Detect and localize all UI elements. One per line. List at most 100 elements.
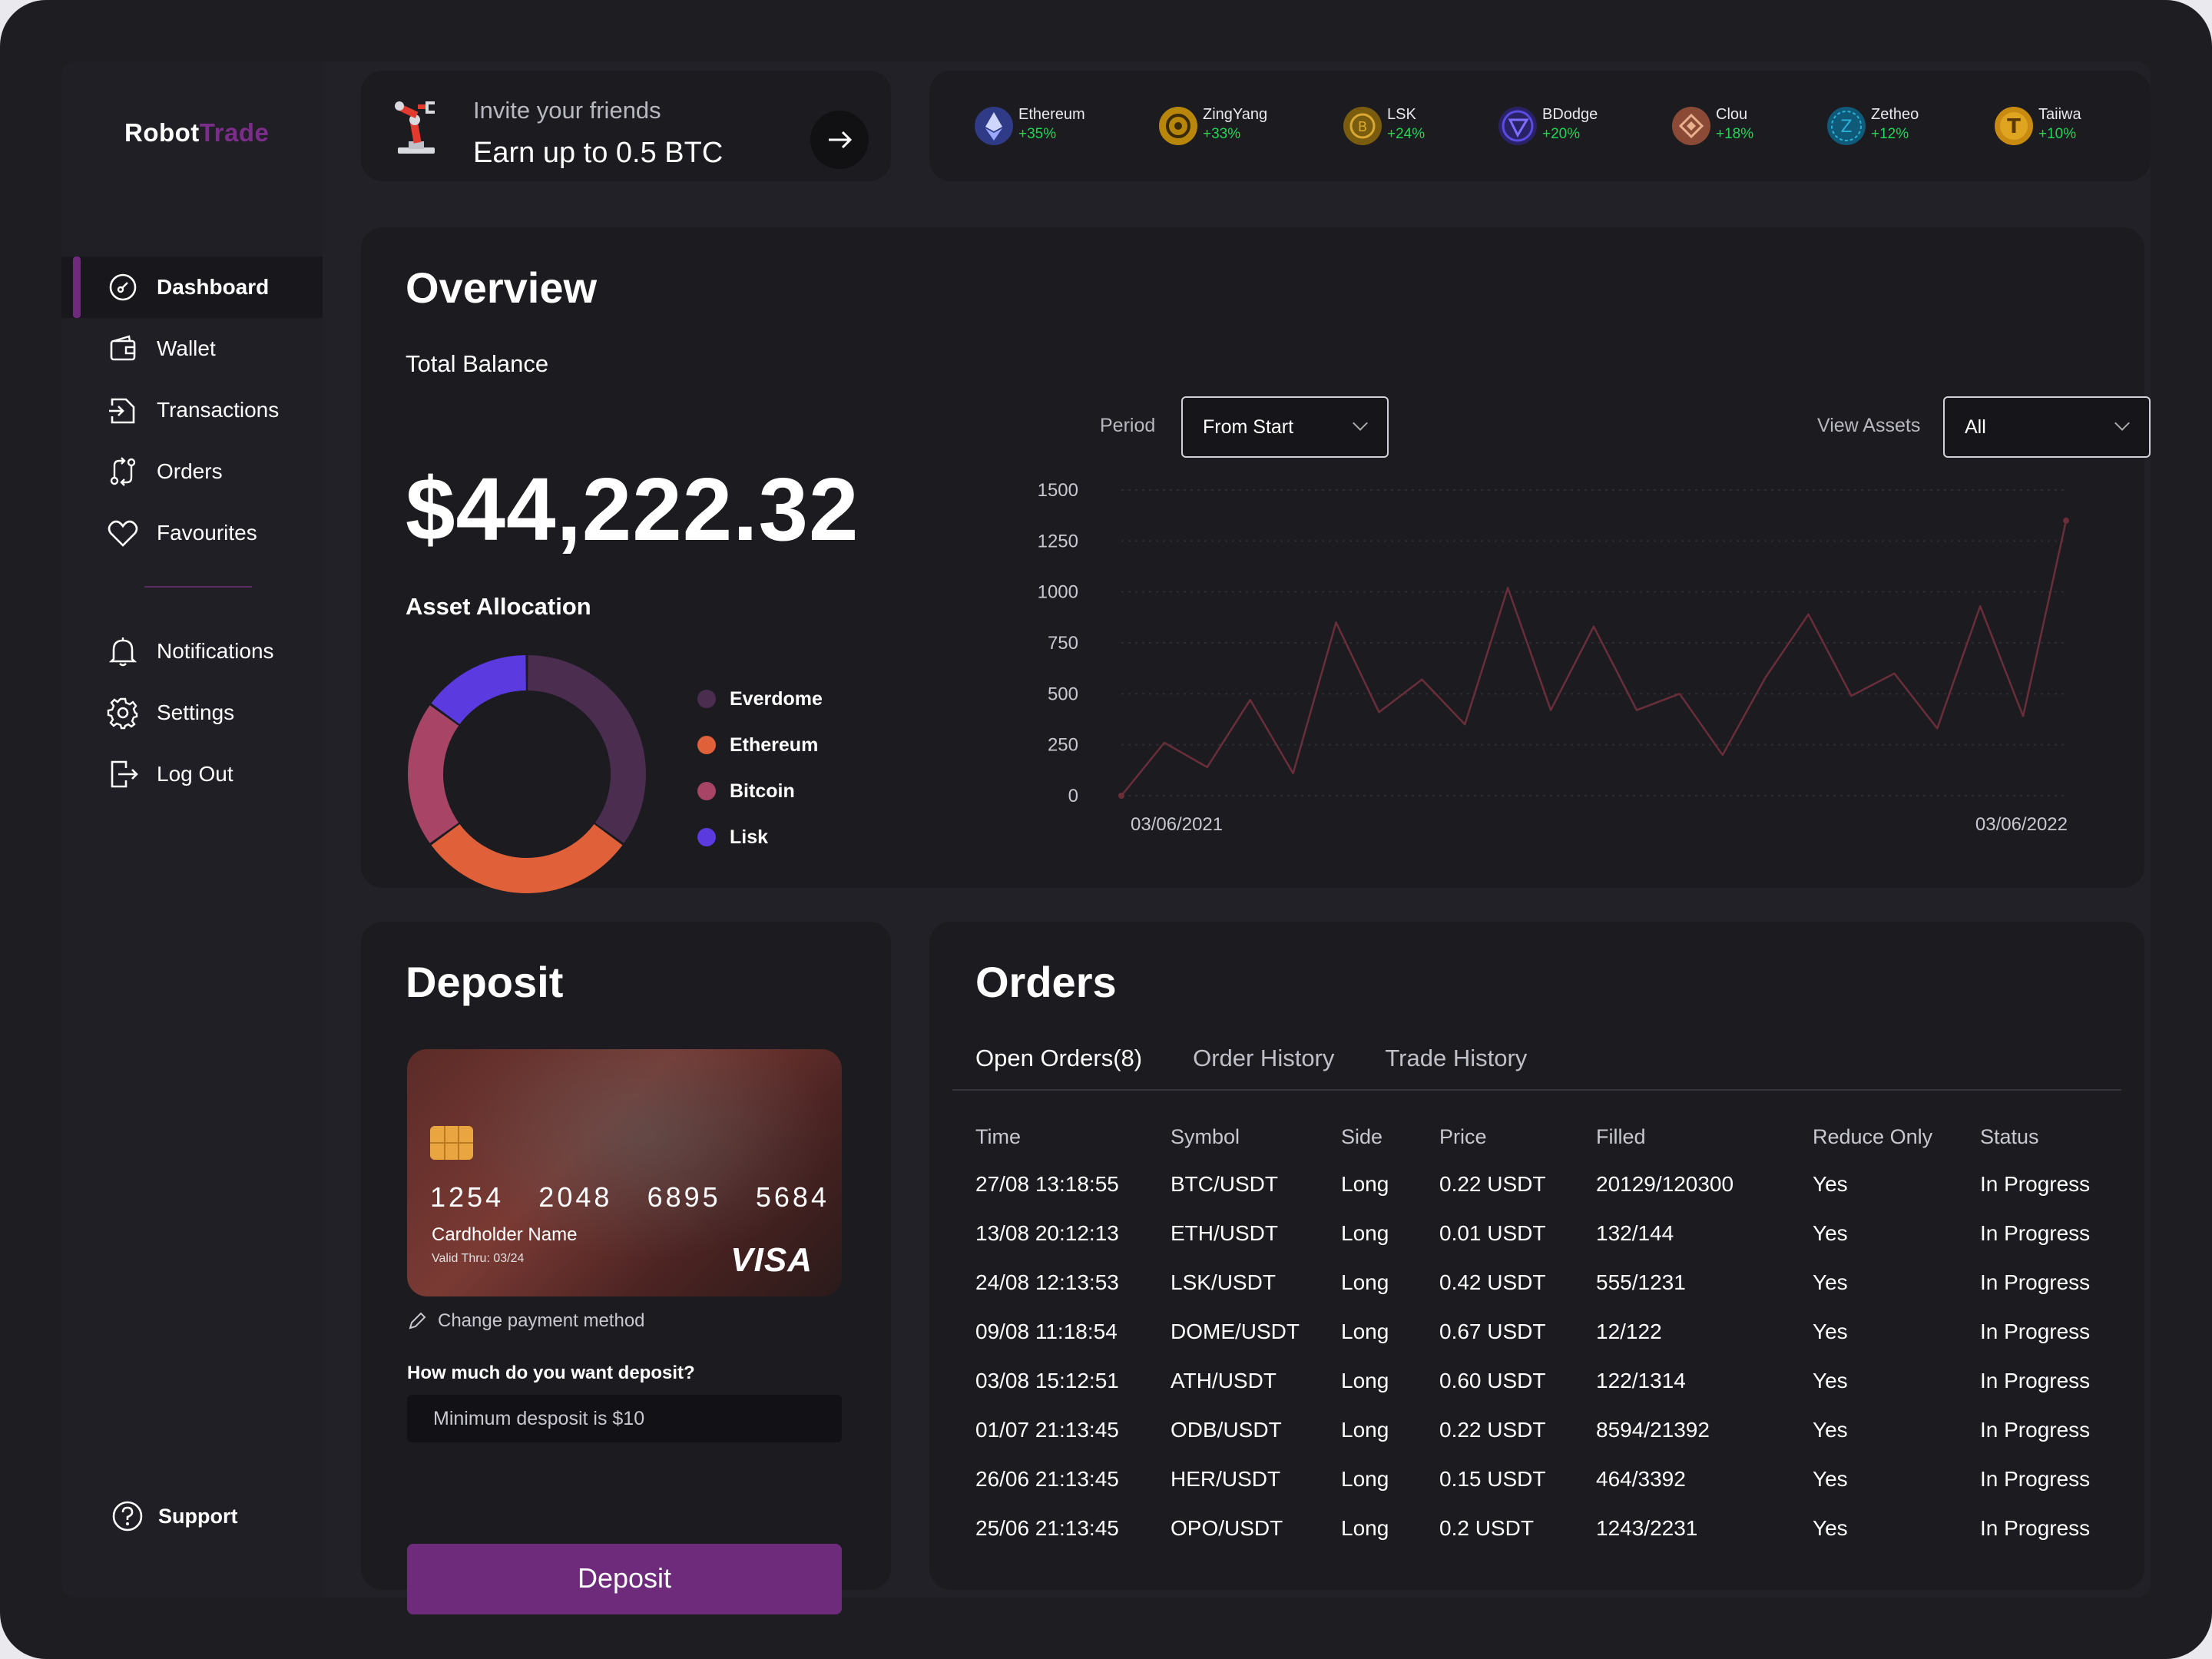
legend-label: Ethereum	[730, 733, 819, 756]
sidebar-item-label: Orders	[157, 459, 223, 483]
table-cell: Long	[1341, 1369, 1389, 1392]
invite-title: Earn up to 0.5 BTC	[473, 137, 724, 169]
table-cell: 01/07 21:13:45	[975, 1418, 1119, 1442]
invite-arrow-button[interactable]	[810, 111, 869, 169]
sidebar-item-label: Notifications	[157, 639, 274, 663]
column-header[interactable]: Price	[1439, 1124, 1487, 1148]
sidebar-item-transactions[interactable]: Transactions	[61, 379, 323, 441]
column-header[interactable]: Filled	[1596, 1124, 1646, 1148]
table-row[interactable]: 27/08 13:18:55 BTC/USDT Long 0.22 USDT 20129…	[968, 1160, 2111, 1209]
table-row[interactable]: 26/06 21:13:45 HER/USDT Long 0.15 USDT 464/3…	[968, 1455, 2111, 1504]
table-cell: In Progress	[1980, 1270, 2091, 1294]
table-row[interactable]: 03/08 15:12:51 ATH/USDT Long 0.60 USDT 122/1…	[968, 1356, 2111, 1406]
table-cell: Yes	[1813, 1270, 1848, 1294]
sidebar-item-label: Settings	[157, 700, 235, 724]
period-select[interactable]: From Start	[1181, 396, 1389, 458]
change-payment-method-link[interactable]: Change payment method	[407, 1310, 645, 1332]
table-cell: OPO/USDT	[1171, 1516, 1283, 1540]
y-tick-label: 0	[1068, 786, 1078, 806]
sidebar-item-orders[interactable]: Orders	[61, 441, 323, 502]
legend-dot	[697, 782, 716, 800]
table-cell: In Progress	[1980, 1467, 2091, 1491]
view-assets-label: View Assets	[1817, 415, 1921, 436]
column-header[interactable]: Status	[1980, 1124, 2039, 1148]
column-header[interactable]: Side	[1341, 1124, 1383, 1148]
table-cell: 0.01 USDT	[1439, 1221, 1546, 1245]
pencil-icon	[409, 1312, 426, 1330]
table-cell: ODB/USDT	[1171, 1418, 1282, 1442]
y-tick-label: 250	[1048, 735, 1078, 756]
table-cell: In Progress	[1980, 1369, 2091, 1392]
deposit-amount-input[interactable]: Minimum desposit is $10	[407, 1395, 842, 1442]
balance-series-line	[1121, 520, 2068, 796]
coin-name: Taiiwa	[2038, 106, 2081, 123]
card-number-group: 2048	[538, 1181, 613, 1213]
tab-trade-history[interactable]: Trade History	[1385, 1045, 1528, 1071]
legend-label: Everdome	[730, 687, 823, 710]
help-icon	[112, 1501, 143, 1532]
wallet-icon	[110, 335, 136, 361]
legend-item-lisk: Lisk	[697, 823, 768, 851]
table-row[interactable]: 01/07 21:13:45 ODB/USDT Long 0.22 USDT 8594/…	[968, 1406, 2111, 1455]
card-valid-thru: Valid Thru: 03/24	[432, 1252, 525, 1265]
table-row[interactable]: 24/08 12:13:53 LSK/USDT Long 0.42 USDT 555/1…	[968, 1258, 2111, 1307]
payment-card[interactable]: 1254 2048 6895 5684 Cardholder Name Vali…	[407, 1049, 842, 1296]
brand-logo[interactable]: RobotTrade	[124, 118, 269, 147]
table-cell: 0.60 USDT	[1439, 1369, 1546, 1392]
view-assets-select[interactable]: All	[1943, 396, 2151, 458]
coin-change: +24%	[1387, 126, 1426, 142]
bdodge-coin-icon	[1498, 107, 1537, 145]
sidebar-item-dashboard[interactable]: Dashboard	[61, 257, 323, 318]
table-cell: 132/144	[1596, 1221, 1674, 1245]
sidebar-item-label: Transactions	[157, 398, 280, 422]
column-header[interactable]: Time	[975, 1124, 1021, 1148]
table-cell: 12/122	[1596, 1320, 1662, 1343]
deposit-button-label: Deposit	[577, 1562, 672, 1594]
card-number-group: 1254	[430, 1181, 505, 1213]
card-background-image	[407, 1049, 842, 1296]
coin-name: Clou	[1716, 106, 1748, 123]
table-cell: Yes	[1813, 1172, 1848, 1196]
table-cell: Yes	[1813, 1369, 1848, 1392]
period-value: From Start	[1203, 416, 1294, 438]
sidebar-item-wallet[interactable]: Wallet	[61, 318, 323, 379]
donut-segment-ethereum[interactable]	[431, 823, 623, 893]
tab-order-history[interactable]: Order History	[1193, 1045, 1335, 1071]
y-tick-label: 1500	[1038, 481, 1078, 501]
donut-segment-lisk[interactable]	[431, 655, 527, 725]
table-cell: 8594/21392	[1596, 1418, 1710, 1442]
support-link[interactable]: Support	[111, 1499, 237, 1533]
table-cell: In Progress	[1980, 1320, 2091, 1343]
sidebar-divider	[144, 586, 252, 588]
sidebar-item-logout[interactable]: Log Out	[61, 743, 323, 805]
column-header[interactable]: Symbol	[1171, 1124, 1240, 1148]
asset-allocation-label: Asset Allocation	[406, 593, 591, 620]
table-row[interactable]: 25/06 21:13:45 OPO/USDT Long 0.2 USDT 1243/2…	[968, 1504, 2111, 1553]
column-header[interactable]: Reduce Only	[1813, 1124, 1933, 1148]
coin-change: +35%	[1018, 126, 1057, 142]
sidebar-item-settings[interactable]: Settings	[61, 682, 323, 743]
tab-open-orders[interactable]: Open Orders(8)	[975, 1045, 1143, 1071]
y-tick-label: 750	[1048, 633, 1078, 654]
deposit-button[interactable]: Deposit	[407, 1544, 842, 1614]
donut-segment-everdome[interactable]	[527, 655, 646, 843]
table-cell: Yes	[1813, 1320, 1848, 1343]
legend-label: Bitcoin	[730, 780, 795, 802]
coin-name: Ethereum	[1018, 106, 1085, 123]
table-cell: Long	[1341, 1516, 1389, 1540]
logout-icon	[111, 760, 138, 788]
gear-icon	[107, 697, 138, 730]
coin-change: +12%	[1871, 126, 1909, 142]
donut-segment-bitcoin[interactable]	[408, 705, 459, 843]
table-cell: 0.22 USDT	[1439, 1172, 1546, 1196]
table-row[interactable]: 09/08 11:18:54 DOME/USDT Long 0.67 USDT 12/1…	[968, 1307, 2111, 1356]
sidebar-item-favourites[interactable]: Favourites	[61, 502, 323, 564]
sidebar-item-notifications[interactable]: Notifications	[61, 621, 323, 682]
arrow-right-icon	[829, 131, 853, 149]
table-cell: ETH/USDT	[1171, 1221, 1278, 1245]
table-row[interactable]: 13/08 20:12:13 ETH/USDT Long 0.01 USDT 132/1…	[968, 1209, 2111, 1258]
zingyang-coin-icon	[1159, 107, 1197, 145]
legend-dot	[697, 828, 716, 846]
table-cell: 555/1231	[1596, 1270, 1686, 1294]
